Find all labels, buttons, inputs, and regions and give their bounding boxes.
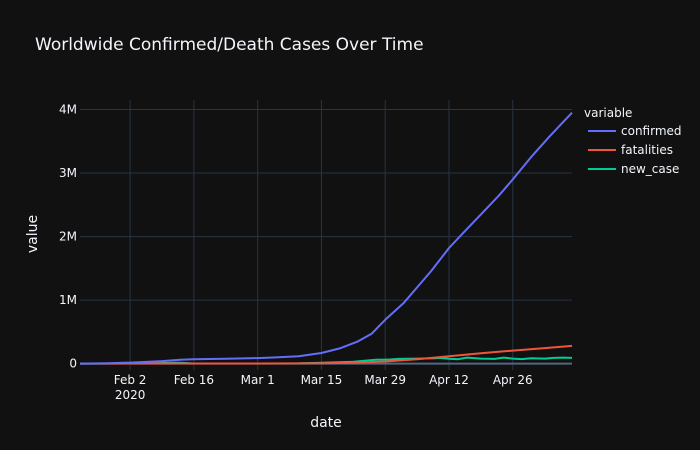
y-tick-label: 0 (69, 357, 77, 371)
legend-label-new_case: new_case (621, 162, 679, 176)
x-tick-label: Apr 26 (493, 373, 533, 387)
x-tick-label: Apr 12 (429, 373, 469, 387)
legend-label-confirmed: confirmed (621, 124, 682, 138)
series-line-confirmed (79, 112, 573, 365)
x-tick-label: Mar 1 (241, 373, 275, 387)
x-axis-title: date (310, 415, 342, 431)
series-layer (79, 112, 573, 365)
y-tick-label: 4M (59, 103, 77, 117)
series-line-fatalities (79, 344, 573, 365)
x-tick-sublabel: 2020 (115, 388, 146, 402)
x-tick-label: Feb 16 (174, 373, 214, 387)
x-tick-label: Feb 2 (114, 373, 147, 387)
legend-items: confirmed fatalities new_case (588, 124, 682, 176)
x-tick-label: Mar 29 (364, 373, 406, 387)
grid-layer (80, 100, 572, 370)
y-tick-label: 3M (59, 166, 77, 180)
legend: variable confirmed fatalities new_case (584, 106, 682, 176)
legend-title: variable (584, 106, 632, 120)
y-tick-label: 2M (59, 230, 77, 244)
x-tick-label: Mar 15 (301, 373, 343, 387)
y-axis-title: value (25, 215, 41, 253)
y-tick-label: 1M (59, 293, 77, 307)
legend-label-fatalities: fatalities (621, 143, 673, 157)
chart-title: Worldwide Confirmed/Death Cases Over Tim… (35, 35, 424, 55)
